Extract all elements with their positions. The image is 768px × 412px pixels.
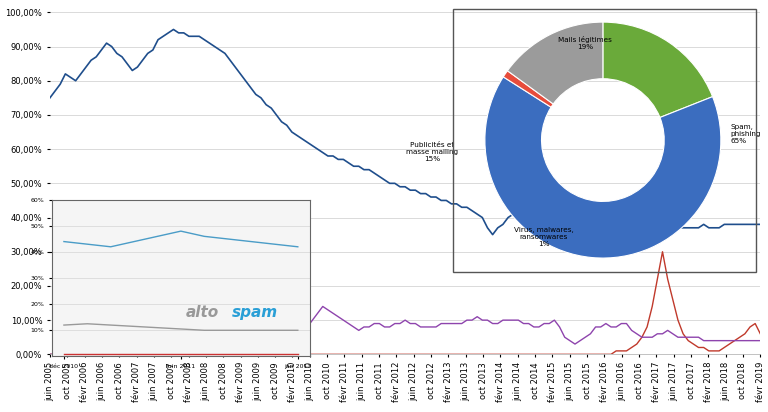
Text: Mails légitimes
19%: Mails légitimes 19% [558,36,612,50]
Wedge shape [603,22,713,117]
Text: Spam,
phishing
65%: Spam, phishing 65% [730,124,761,144]
Wedge shape [485,77,721,258]
Text: spam: spam [232,305,279,320]
Text: Virus, malwares,
ransomwares
1%: Virus, malwares, ransomwares 1% [514,227,574,247]
Text: alto: alto [186,305,219,320]
Wedge shape [508,22,603,104]
Wedge shape [503,71,553,107]
Text: Publicités et
masse mailing
15%: Publicités et masse mailing 15% [406,142,458,162]
